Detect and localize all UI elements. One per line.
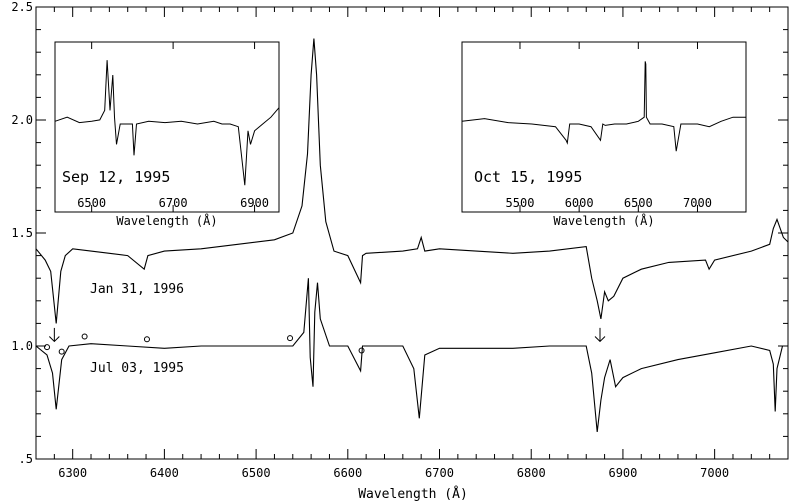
x-tick-label: 6400: [150, 466, 179, 480]
x-tick-label: 6800: [517, 466, 546, 480]
inset-left-x-axis-label: Wavelength (Å): [116, 213, 217, 228]
line-marker-circle: [44, 344, 51, 351]
inset-left-series-group: [54, 60, 280, 186]
line-marker-circle: [81, 333, 88, 340]
main-ticks: 6300 6400 6500 6600 6700 6800 6900 7000 .5 1.0 1.5…: [11, 0, 789, 480]
x-tick-label: 6600: [333, 466, 362, 480]
y-tick-label: 1.0: [11, 339, 33, 353]
line-marker-arrow-head: [48, 336, 60, 343]
line-marker-circle: [287, 335, 294, 342]
inset-left-date-label: Sep 12, 1995: [62, 168, 170, 186]
main-series-group: [35, 38, 789, 432]
inset-right-spectrum-line: [461, 61, 746, 152]
inset-left-ticks: 6500 6700 6900: [77, 42, 269, 212]
y-tick-label: 2.5: [11, 0, 33, 14]
main-series-label-1: Jan 31, 1996: [90, 282, 184, 297]
y-tick-label: 2.0: [11, 113, 33, 127]
inset-left-spectrum-line: [54, 60, 280, 186]
x-tick-label: 7000: [700, 466, 729, 480]
inset-left-x-tick-label: 6700: [159, 196, 188, 210]
x-tick-label: 6900: [608, 466, 637, 480]
main-x-axis-label: Wavelength (Å): [358, 486, 468, 502]
spectrum-line-jan-1996: [35, 38, 789, 324]
y-tick-label: .5: [19, 452, 33, 466]
line-marker-circle: [58, 348, 65, 355]
main-markers-group: [44, 327, 606, 355]
main-series-label-2: Jul 03, 1995: [90, 361, 184, 376]
inset-right-x-tick-label: 6500: [624, 196, 653, 210]
inset-left-frame: [54, 41, 280, 213]
line-marker-circle: [358, 347, 365, 354]
inset-right-series-group: [461, 61, 746, 152]
inset-left-x-tick-label: 6500: [77, 196, 106, 210]
inset-right-date-label: Oct 15, 1995: [474, 168, 582, 186]
line-marker-circle: [143, 336, 150, 343]
x-tick-label: 6500: [242, 466, 271, 480]
x-tick-label: 6300: [58, 466, 87, 480]
inset-left-x-tick-label: 6900: [240, 196, 269, 210]
x-tick-label: 6700: [425, 466, 454, 480]
inset-right-x-tick-label: 6000: [565, 196, 594, 210]
inset-right-frame: [461, 41, 747, 213]
inset-right-x-axis-label: Wavelength (Å): [553, 213, 654, 228]
spectrum-line-jul-1995: [35, 278, 788, 432]
inset-right-x-tick-label: 5500: [506, 196, 535, 210]
inset-right-ticks: 5500 6000 6500 7000: [506, 42, 712, 212]
line-marker-arrow-head: [594, 336, 606, 343]
inset-right-x-tick-label: 7000: [683, 196, 712, 210]
y-tick-label: 1.5: [11, 226, 33, 240]
